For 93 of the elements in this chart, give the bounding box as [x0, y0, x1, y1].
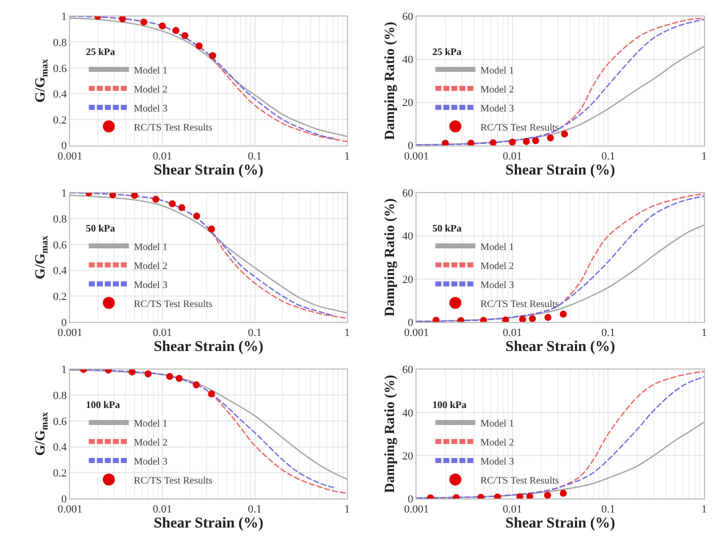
x-tick-label: 1: [701, 504, 707, 516]
legend-label: Model 1: [134, 242, 168, 253]
legend-label: Model 1: [134, 65, 168, 76]
x-axis-title: Shear Strain (%): [505, 339, 616, 356]
legend-title: 50 kPa: [86, 223, 116, 234]
y-axis-title: Damping Ratio (%): [382, 374, 398, 494]
x-tick-label: 0.001: [58, 327, 82, 340]
legend-label: Model 2: [134, 84, 168, 96]
y-tick-label: 0: [61, 316, 68, 329]
y-tick-label: 40: [402, 407, 414, 420]
x-tick-label: 0.1: [601, 327, 616, 340]
x-tick-label: 0.001: [58, 150, 82, 163]
y-tick-label: 20: [402, 450, 414, 462]
y-tick-label: 20: [402, 97, 414, 110]
x-axis-title: Shear Strain (%): [154, 162, 264, 179]
legend-label: RC/TS Test Results: [134, 475, 213, 486]
legend-label: Model 2: [480, 437, 514, 448]
y-tick-label: 0.2: [53, 468, 67, 480]
x-tick-label: 0.1: [601, 150, 616, 163]
y-tick-label: 20: [402, 274, 414, 286]
x-tick-label: 0.01: [152, 150, 172, 163]
x-tick-label: 1: [344, 504, 350, 516]
y-tick-label: 0.6: [53, 239, 68, 252]
x-tick-label: 0.1: [248, 150, 262, 163]
x-tick-label: 0.01: [152, 327, 172, 340]
legend-label: Model 3: [134, 456, 168, 468]
x-tick-label: 0.001: [404, 504, 429, 516]
x-tick-label: 0.01: [502, 150, 522, 163]
y-tick-label: 60: [402, 188, 414, 200]
legend-title: 50 kPa: [432, 223, 462, 234]
legend-label: Model 3: [480, 280, 514, 291]
y-tick-label: 0: [408, 316, 414, 329]
series-label: RC/TS Test Results: [480, 298, 560, 310]
legend-label: RC/TS Test Results: [480, 122, 560, 134]
x-axis-title: Shear Strain (%): [154, 516, 264, 532]
legend-title: 100 kPa: [432, 400, 467, 411]
y-tick-label: 0.8: [53, 213, 68, 226]
legend-label: Model 3: [480, 456, 514, 468]
y-axis-title: Damping Ratio (%): [382, 198, 398, 316]
y-tick-label: 40: [402, 54, 414, 66]
x-tick-label: 0.01: [152, 504, 172, 516]
legend-title: 100 kPa: [86, 400, 120, 411]
y-tick-label: 0.4: [53, 442, 68, 454]
y-tick-label: 60: [402, 364, 414, 376]
x-tick-label: 1: [701, 150, 707, 163]
y-axis-title: Damping Ratio (%): [382, 21, 398, 140]
x-tick-label: 1: [701, 327, 707, 340]
y-tick-label: 0.2: [53, 114, 67, 126]
legend-label: Model 1: [480, 418, 514, 430]
legend-title: 25 kPa: [86, 46, 116, 58]
x-axis-title: Shear Strain (%): [154, 339, 264, 356]
x-tick-label: 1: [344, 327, 350, 340]
legend-label: Model 3: [134, 280, 168, 291]
legend-label: RC/TS Test Results: [134, 122, 213, 134]
legend-label: Model 1: [134, 418, 168, 430]
x-tick-label: 0.01: [502, 504, 522, 516]
y-tick-label: 0.6: [53, 62, 68, 75]
y-tick-label: 0.8: [53, 36, 68, 49]
y-tick-label: 0: [61, 140, 68, 152]
y-tick-label: 0.4: [53, 265, 68, 278]
y-tick-label: 40: [402, 230, 414, 243]
y-tick-label: 0.2: [53, 290, 67, 303]
legend-label: Model 3: [134, 103, 168, 114]
y-tick-label: 1: [61, 11, 67, 24]
x-tick-label: 0.1: [248, 504, 262, 516]
legend-title: 25 kPa: [432, 46, 462, 58]
y-tick-label: 0.4: [53, 88, 68, 101]
x-axis-title: Shear Strain (%): [505, 162, 616, 179]
y-tick-label: 1: [61, 364, 67, 376]
x-tick-label: 0.01: [502, 327, 522, 340]
y-tick-label: 0: [61, 493, 68, 506]
x-tick-label: 0.1: [601, 504, 616, 516]
legend-label: Model 2: [480, 84, 514, 96]
y-tick-label: 60: [402, 11, 414, 24]
x-tick-label: 0.1: [248, 327, 262, 340]
y-tick-label: 1: [61, 188, 67, 200]
legend-label: Model 2: [134, 437, 168, 448]
legend-label: Model 3: [480, 103, 514, 114]
y-tick-label: 0: [408, 140, 414, 152]
legend-label: Model 2: [480, 260, 514, 272]
x-tick-label: 1: [344, 150, 350, 163]
legend-label: Model 1: [480, 65, 514, 76]
x-tick-label: 0.001: [404, 150, 429, 163]
legend-label: Model 1: [480, 242, 514, 253]
legend-label: Model 2: [134, 260, 168, 272]
y-tick-label: 0.8: [53, 390, 68, 402]
text: RC/TS Test Results: [134, 298, 213, 310]
x-tick-label: 0.001: [404, 327, 429, 340]
y-tick-label: 0: [408, 493, 414, 506]
legend-label: RC/TS Test Results: [480, 475, 560, 486]
y-tick-label: 0.6: [53, 416, 68, 428]
x-tick-label: 0.001: [58, 504, 82, 516]
x-axis-title: Shear Strain (%): [505, 516, 616, 532]
